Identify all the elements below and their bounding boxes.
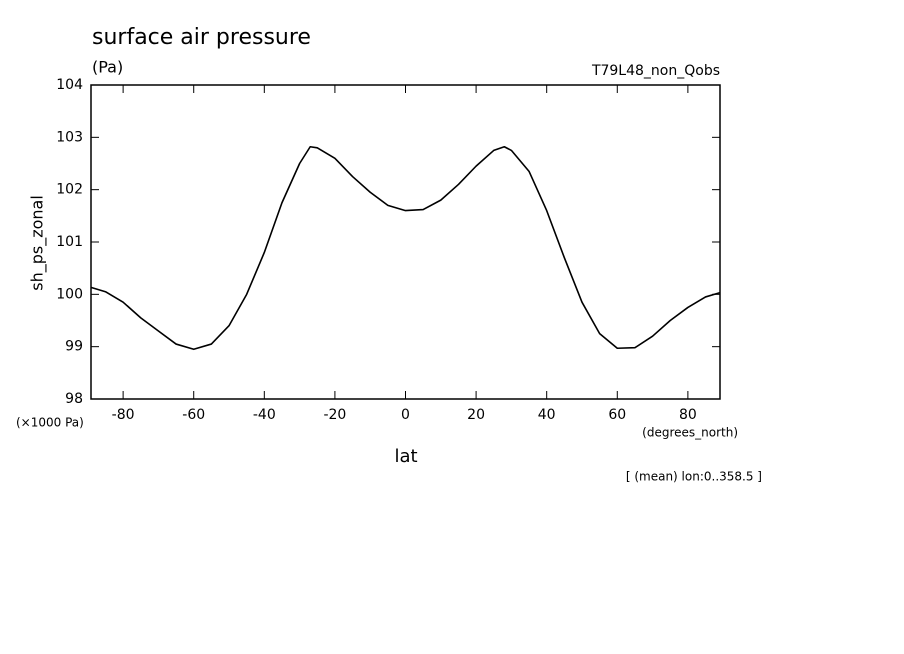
units: (Pa) — [92, 58, 123, 77]
footnote: [ (mean) lon:0..358.5 ] — [626, 470, 762, 484]
x-tick-label: 40 — [538, 407, 556, 423]
y-axis-label: sh_ps_zonal — [28, 195, 48, 291]
y-tick-label: 102 — [56, 182, 83, 198]
x-tick-label: 0 — [401, 407, 410, 423]
y-tick-label: 99 — [65, 339, 83, 355]
y-scale-label: (×1000 Pa) — [16, 416, 84, 430]
data-line — [91, 145, 720, 351]
x-tick-label: 20 — [467, 407, 485, 423]
x-tick-label: -40 — [253, 407, 276, 423]
x-units: (degrees_north) — [642, 426, 738, 440]
x-tick-label: 60 — [608, 407, 626, 423]
y-tick-label: 101 — [56, 234, 83, 250]
y-tick-label: 103 — [56, 129, 83, 145]
x-tick-label: -20 — [323, 407, 346, 423]
chart-title: surface air pressure — [92, 25, 311, 50]
run-label: T79L48_non_Qobs — [591, 63, 720, 79]
x-axis-label: lat — [394, 446, 417, 467]
y-tick-label: 104 — [56, 77, 83, 93]
x-tick-label: 80 — [679, 407, 697, 423]
y-tick-label: 100 — [56, 286, 83, 302]
x-tick-label: -80 — [112, 407, 135, 423]
x-tick-label: -60 — [182, 407, 205, 423]
y-tick-label: 98 — [65, 391, 83, 407]
